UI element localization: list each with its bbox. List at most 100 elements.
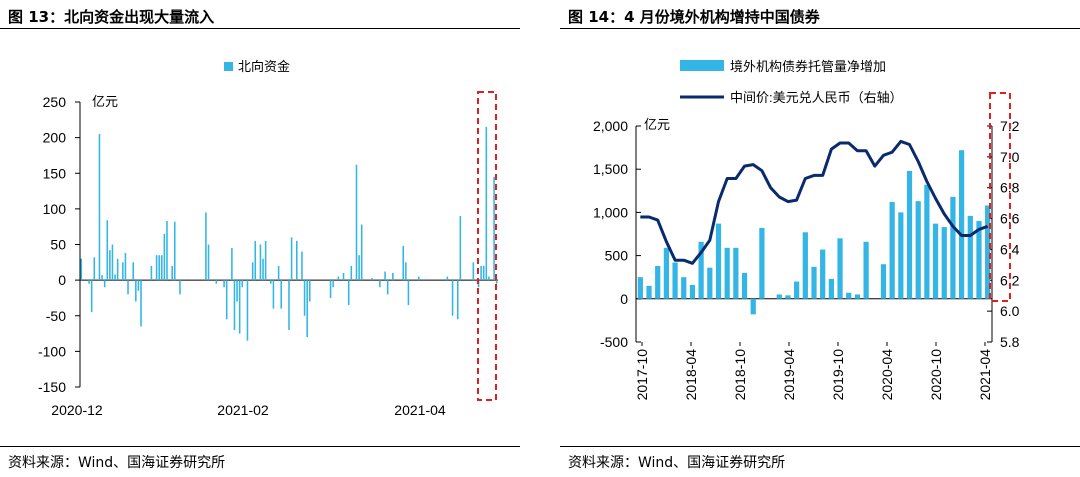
bar	[205, 212, 207, 281]
bar	[124, 253, 127, 281]
bar	[715, 223, 722, 299]
bar	[663, 247, 669, 299]
bar	[733, 247, 739, 299]
bar	[384, 271, 386, 281]
left-chart: 北向资金 -150 -100 -50 0 50 100 150 200 250 亿元 2020-12 2…	[38, 59, 498, 418]
bar	[231, 248, 233, 281]
x-tick-label: 2020-10	[928, 349, 944, 401]
y-tick-label-right: 5.8	[1000, 334, 1020, 350]
legend-bar-label: 境外机构债券托管量净增加	[730, 59, 886, 74]
bar	[655, 265, 661, 299]
left-title-rule	[0, 28, 520, 29]
bar	[223, 280, 225, 288]
bar	[306, 280, 308, 338]
bar	[802, 232, 808, 299]
y-tick-label: -150	[38, 379, 66, 395]
bar	[379, 280, 381, 288]
bar	[280, 280, 282, 309]
y-tick-label: -100	[38, 343, 66, 359]
legend-line-label: 中间价:美元兑人民币（右轴）	[730, 90, 903, 105]
bar	[488, 276, 490, 281]
bar	[456, 280, 459, 320]
bar	[485, 126, 488, 281]
bar	[173, 221, 176, 281]
bar	[637, 277, 643, 299]
y-tick-label-right: 6.4	[1000, 241, 1020, 257]
bar	[371, 277, 373, 281]
bar	[127, 280, 129, 295]
left-figure-title: 图 13：北向资金出现大量流入	[8, 8, 215, 26]
x-tick-label: 2021-04	[394, 402, 446, 418]
bar	[386, 280, 389, 295]
bar	[342, 273, 345, 281]
bar	[828, 278, 834, 299]
bar	[238, 280, 241, 334]
bar	[215, 280, 218, 284]
bar	[259, 244, 262, 281]
bar	[906, 170, 913, 299]
bar	[251, 262, 254, 281]
bar	[672, 262, 678, 299]
bar	[207, 244, 210, 281]
right-source: 资料来源：Wind、国海证券研究所	[568, 455, 786, 471]
bar	[759, 227, 765, 299]
bar	[270, 280, 272, 284]
x-tick-label: 2017-10	[634, 349, 650, 401]
bar	[405, 262, 407, 281]
bar	[750, 298, 756, 315]
bar	[225, 280, 228, 320]
bar	[171, 265, 173, 281]
y-tick-label: 200	[43, 130, 67, 146]
bar	[179, 280, 181, 295]
legend-label: 北向资金	[238, 59, 290, 74]
right-figure-title: 图 14：4 月份境外机构增持中国债券	[568, 8, 820, 26]
y-tick-label-left: 0	[620, 291, 628, 307]
bar	[451, 280, 454, 316]
bar	[135, 280, 137, 302]
bar	[236, 280, 238, 302]
bar	[681, 277, 687, 299]
bar	[950, 196, 956, 299]
y-tick-label: 250	[43, 94, 67, 110]
bar	[262, 258, 264, 281]
bar	[308, 280, 311, 302]
bar	[854, 294, 861, 299]
bar	[472, 262, 475, 281]
bar	[132, 262, 135, 281]
bar	[846, 292, 852, 299]
bar	[707, 267, 713, 299]
bar	[418, 276, 420, 281]
bar	[122, 262, 124, 281]
x-tick-label: 2021-04	[977, 349, 993, 401]
bar	[233, 280, 236, 330]
bar	[741, 272, 748, 299]
bar	[114, 274, 116, 281]
bar	[811, 266, 817, 299]
bar	[93, 257, 96, 281]
bar	[155, 255, 158, 281]
y-tick-label: 0	[58, 272, 66, 288]
bar	[254, 240, 257, 281]
y-tick-label-left: 500	[605, 248, 629, 264]
y-tick-label-left: 1,500	[593, 161, 628, 177]
bar	[646, 285, 652, 299]
bar	[137, 280, 140, 291]
y-tick-label-left: 2,000	[593, 118, 628, 134]
bar	[446, 276, 449, 281]
bar	[290, 237, 293, 281]
bar	[355, 164, 358, 281]
bar	[889, 202, 895, 299]
bar	[277, 265, 280, 281]
bar	[101, 275, 103, 281]
y-axis-unit: 亿元	[644, 117, 670, 132]
bar	[358, 255, 360, 281]
right-figure: 图 14：4 月份境外机构增持中国债券 境外机构债券托管量净增加中间价:美元兑人…	[560, 0, 1080, 477]
x-tick-label: 2020-12	[51, 402, 103, 418]
bar	[880, 264, 887, 299]
bar	[272, 280, 275, 309]
bar	[161, 255, 163, 281]
legend-bar-swatch	[680, 60, 724, 71]
y-axis-unit: 亿元	[92, 94, 118, 109]
bar	[158, 255, 160, 281]
bar	[88, 280, 90, 284]
